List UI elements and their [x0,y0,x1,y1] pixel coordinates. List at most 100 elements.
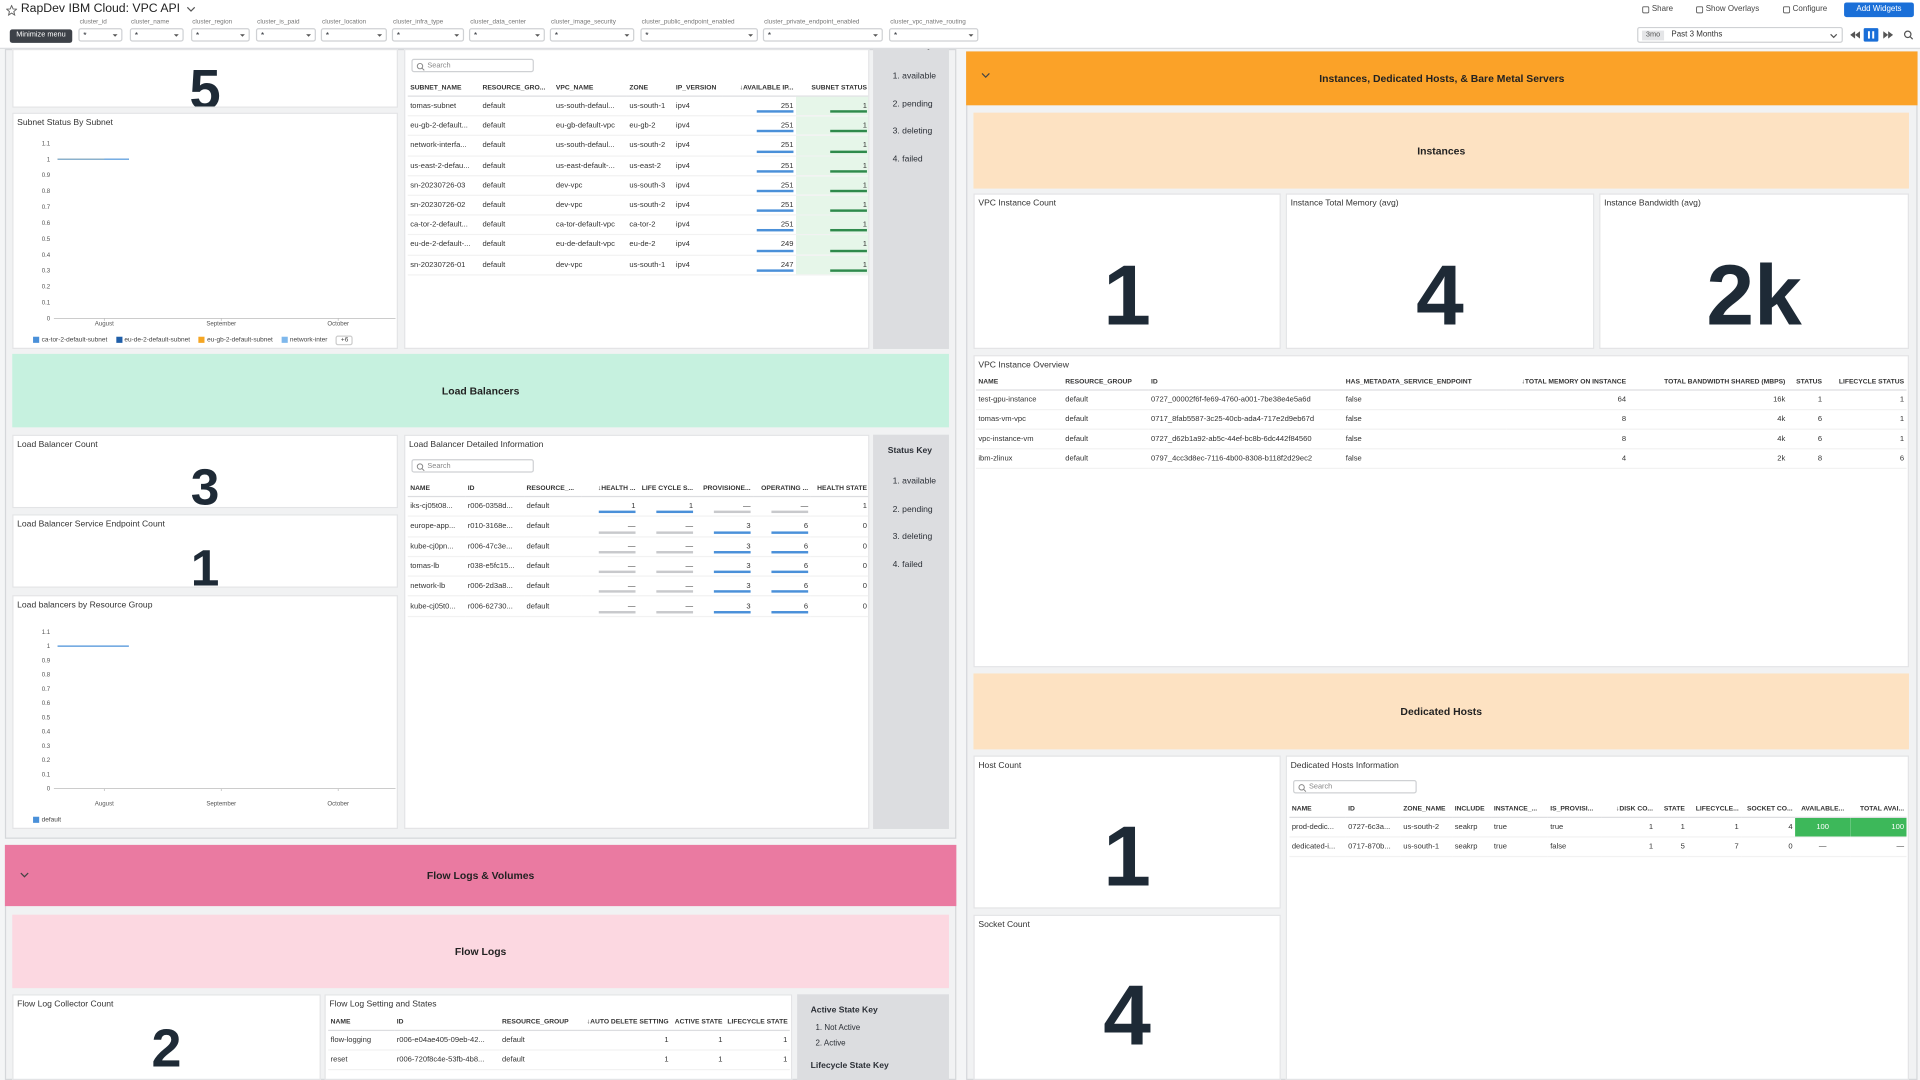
y-tick-label: 0.5 [42,714,51,721]
collapse-chevron[interactable] [981,72,991,79]
search-input[interactable]: Search [411,58,534,73]
table-cell: us-south-2 [626,135,674,157]
filter-dropdown[interactable]: * [391,28,465,42]
cell-bar [713,610,751,614]
legend-more[interactable]: +6 [336,335,354,346]
legend-item[interactable]: ca-tor-2-default-subnet [33,337,107,344]
column-header[interactable]: TOTAL MEMORY ON INSTANCE [1506,374,1629,391]
status-key: Status Key 1. available 2. pending 3. delet… [873,434,949,829]
star-icon[interactable] [6,4,18,16]
filter-dropdown[interactable]: * [255,28,316,42]
column-header[interactable]: ZONE [626,80,674,97]
column-header[interactable]: TOTAL AVAI... [1850,802,1907,818]
column-header[interactable]: NAME [407,481,466,498]
playback-controls[interactable] [1848,27,1919,43]
legend-item[interactable]: network-inter [281,337,327,344]
column-header[interactable]: PROVISIONE... [695,481,754,498]
column-header[interactable]: RESOURCE_GROUP [499,1015,578,1031]
filter-dropdown[interactable]: * [762,28,883,42]
column-header[interactable]: AUTO DELETE SETTING [577,1015,672,1031]
search-input[interactable]: Search [1293,780,1417,794]
header-action[interactable]: Show Overlays [1705,4,1760,14]
column-header[interactable]: RESOURCE_... [524,481,582,498]
column-header[interactable]: AVAILABLE... [1795,802,1851,818]
legend-item[interactable]: eu-de-2-default-subnet [115,337,190,344]
column-header[interactable]: LIFECYCLE... [1687,802,1742,818]
column-header[interactable]: NAME [328,1015,395,1031]
filter-dropdown[interactable]: * [320,28,387,42]
search-input[interactable]: Search [411,459,534,473]
column-header[interactable]: ID [465,481,525,498]
cell-bar [757,269,794,272]
filter-dropdown[interactable]: * [78,28,123,42]
column-header[interactable]: SUBNET STATUS [795,80,869,97]
column-header[interactable]: IP_VERSION [673,80,723,97]
column-header[interactable]: ACTIVE STATE [671,1015,725,1031]
column-header[interactable]: SUBNET_NAME [407,80,481,97]
column-header[interactable]: ID [394,1015,500,1031]
key-title: Lifecycle State Key [810,1061,889,1071]
minimize-menu-button[interactable]: Minimize menu [9,29,73,43]
column-header[interactable]: HEALTH ... [581,481,638,498]
column-header[interactable]: NAME [975,374,1063,391]
column-header[interactable]: ID [1148,374,1344,391]
header-action[interactable]: Share [1651,4,1674,14]
column-header[interactable]: INCLUDE [1452,802,1492,818]
filter-dropdown[interactable]: * [640,28,758,42]
table-cell: dev-vpc [553,175,627,196]
filter-dropdown[interactable]: * [888,28,979,42]
column-header[interactable]: OPERATING ... [753,481,811,498]
filter-dropdown[interactable]: * [549,28,635,42]
table-row: iks-cj05t08... r006-0358d... default 1 1— —1 [407,496,869,518]
table-cell: 6 [1787,429,1825,450]
filter-label: cluster_name [131,18,170,26]
section-header: Load Balancers [12,353,949,428]
cell-bar [713,570,751,574]
title-caret[interactable] [186,6,196,13]
collapse-chevron[interactable] [20,872,30,879]
time-picker[interactable]: 3mo Past 3 Months [1637,26,1843,43]
table-cell: 1 [1601,836,1656,858]
column-header[interactable]: IS_PROVISI... [1547,802,1602,818]
add-widgets-button[interactable]: Add Widgets [1844,2,1914,18]
y-tick-label: 0.7 [42,204,51,211]
filter-dropdown[interactable]: * [468,28,545,42]
table-cell: seakrp [1452,836,1492,858]
table-cell: 1 [795,234,869,256]
header-action[interactable]: Configure [1792,4,1828,14]
column-header[interactable]: VPC_NAME [553,80,627,97]
column-header[interactable]: LIFECYCLE STATUS [1824,374,1907,391]
column-header[interactable]: INSTANCE_... [1491,802,1548,818]
column-header[interactable]: ID [1345,802,1401,818]
table-cell: 8 [1506,409,1629,430]
column-header[interactable]: TOTAL BANDWIDTH SHARED (MBPS) [1628,374,1788,391]
filter-dropdown[interactable]: * [191,28,250,42]
table-cell: 6 [753,536,811,558]
column-header[interactable]: LIFE CYCLE S... [637,481,696,498]
table-cell: false [1343,448,1507,469]
cell-bar [656,530,694,534]
legend-item[interactable]: default [33,817,61,824]
y-tick-label: 0.9 [42,172,51,179]
filter-dropdown[interactable]: * [129,28,184,42]
column-header[interactable]: AVAILABLE IP... [722,80,796,97]
column-header[interactable]: NAME [1289,802,1346,818]
column-header[interactable]: RESOURCE_GROUP [1062,374,1149,391]
search-icon [416,463,425,472]
column-header[interactable]: STATE [1655,802,1688,818]
x-tick-label: September [206,801,236,808]
column-header[interactable]: HAS_METADATA_SERVICE_ENDPOINT [1343,374,1507,391]
key-title: Active State Key [810,1006,878,1016]
column-header[interactable]: DISK CO... [1601,802,1656,818]
legend-item[interactable]: eu-gb-2-default-subnet [198,337,273,344]
cell-bar [656,610,694,614]
column-header[interactable]: STATUS [1787,374,1825,391]
column-header[interactable]: SOCKET CO... [1741,802,1796,818]
cell-bar [771,530,809,534]
cell-bar [830,130,867,133]
column-header[interactable]: ZONE_NAME [1400,802,1453,818]
y-tick-label: 0.3 [42,743,51,750]
column-header[interactable]: HEALTH STATE [810,481,869,498]
column-header[interactable]: LIFECYCLE STATE [724,1015,790,1031]
column-header[interactable]: RESOURCE_GRO... [480,80,554,97]
